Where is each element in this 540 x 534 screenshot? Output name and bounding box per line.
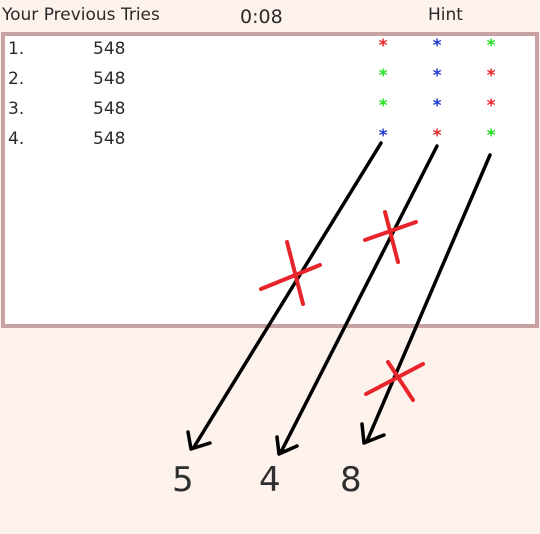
hint-mark: * (486, 66, 497, 86)
hint-mark: * (432, 36, 443, 56)
cross-mark (363, 210, 418, 264)
arrow-head (360, 422, 386, 445)
hint-mark: * (378, 66, 389, 86)
arrow-line (279, 144, 439, 454)
try-row: 4. 548 * * * (5, 126, 535, 154)
hint-mark: * (432, 66, 443, 86)
answer-digit: 8 (340, 460, 362, 500)
hint-mark: * (378, 126, 389, 146)
try-index: 3. (8, 99, 25, 119)
hint-label: Hint (428, 5, 463, 25)
hint-mark: * (378, 96, 389, 116)
timer: 0:08 (240, 6, 283, 28)
try-index: 2. (8, 69, 25, 89)
try-index: 1. (8, 39, 25, 59)
arrow-head (275, 435, 299, 456)
hint-mark: * (378, 36, 389, 56)
arrow-head (186, 430, 212, 451)
arrow-line (365, 153, 492, 443)
answer-digit: 4 (259, 460, 281, 500)
try-guess: 548 (93, 69, 126, 89)
header-title: Your Previous Tries (2, 5, 160, 25)
cross-mark (259, 240, 322, 306)
previous-tries-panel: 1. 548 * * * 2. 548 * * * 3. 548 * * * 4… (1, 32, 539, 328)
try-row: 3. 548 * * * (5, 96, 535, 124)
hint-mark: * (486, 126, 497, 146)
hint-mark: * (432, 96, 443, 116)
try-row: 2. 548 * * * (5, 66, 535, 94)
try-guess: 548 (93, 39, 126, 59)
try-index: 4. (8, 129, 25, 149)
try-guess: 548 (93, 129, 126, 149)
cross-mark (364, 360, 425, 402)
arrow-line (192, 141, 383, 449)
try-guess: 548 (93, 99, 126, 119)
try-row: 1. 548 * * * (5, 36, 535, 64)
answer-digit: 5 (172, 460, 194, 500)
hint-mark: * (486, 96, 497, 116)
hint-mark: * (486, 36, 497, 56)
hint-mark: * (432, 126, 443, 146)
header-bar: Your Previous Tries 0:08 Hint (0, 0, 540, 32)
